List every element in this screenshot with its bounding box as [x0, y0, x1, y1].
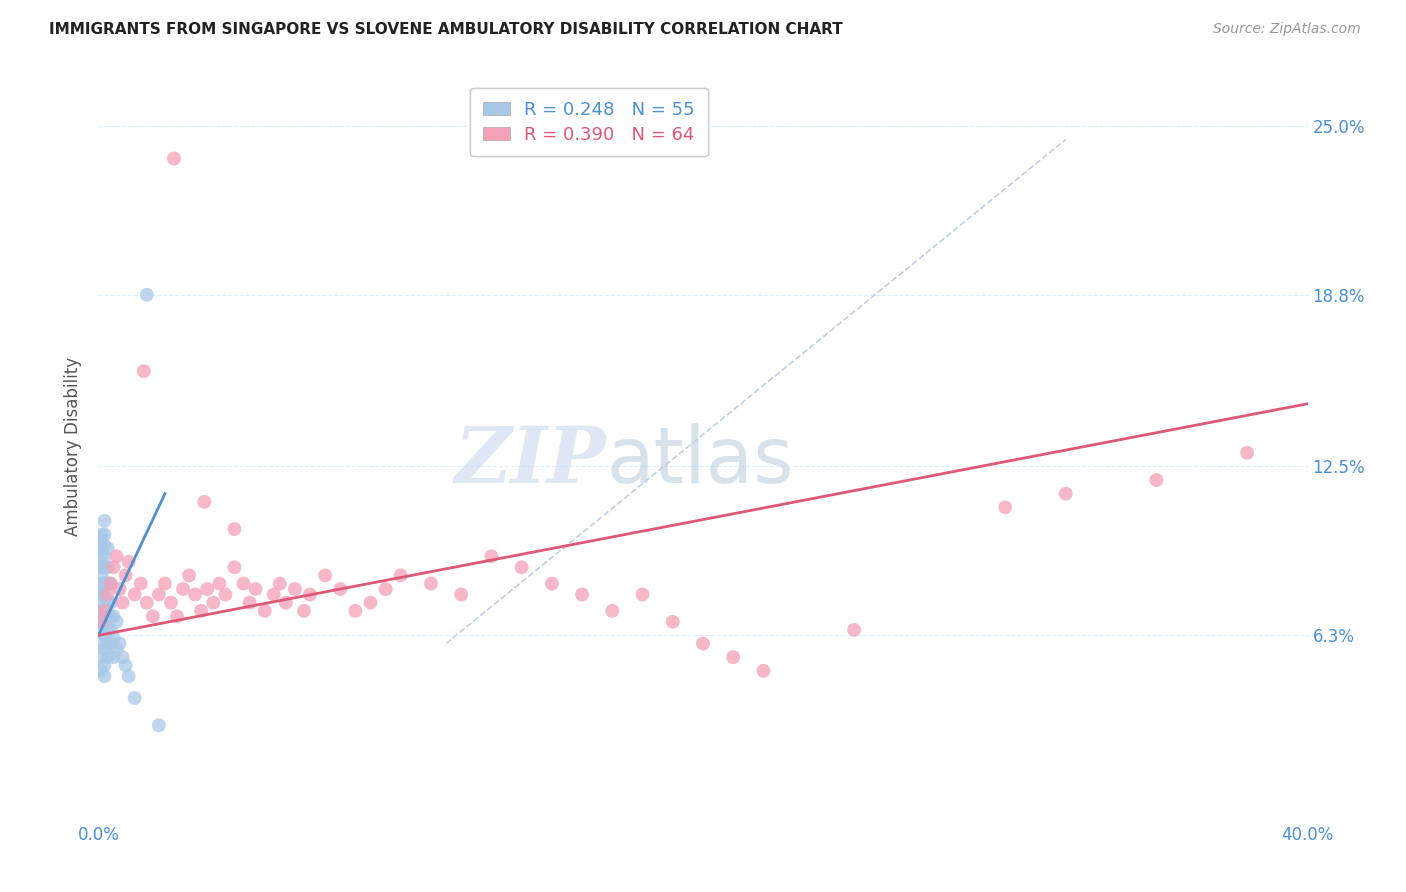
Point: [93, 576, 115, 591]
Point: [172, 582, 194, 596]
Point: [184, 587, 207, 601]
Point: [90, 541, 112, 556]
Point: [481, 549, 503, 564]
Point: [631, 587, 654, 601]
Point: [96, 609, 118, 624]
Point: [90, 609, 112, 624]
Point: [1054, 486, 1077, 500]
Point: [723, 650, 745, 665]
Point: [190, 604, 212, 618]
Point: [994, 500, 1017, 515]
Point: [224, 560, 246, 574]
Point: [299, 587, 322, 601]
Point: [374, 582, 396, 596]
Point: [96, 560, 118, 574]
Point: [90, 576, 112, 591]
Point: [129, 576, 152, 591]
Point: [193, 495, 215, 509]
Point: [90, 636, 112, 650]
Point: [93, 560, 115, 574]
Point: [245, 582, 267, 596]
Point: [105, 549, 128, 564]
Point: [1236, 446, 1258, 460]
Point: [148, 718, 170, 732]
Point: [90, 615, 112, 629]
Point: [269, 576, 291, 591]
Point: [93, 601, 115, 615]
Point: [540, 576, 562, 591]
Point: [160, 596, 183, 610]
Point: [274, 596, 297, 610]
Point: [118, 669, 141, 683]
Point: [284, 582, 307, 596]
Point: [90, 604, 112, 618]
Point: [179, 568, 201, 582]
Point: [90, 650, 112, 665]
Point: [90, 527, 112, 541]
Point: [90, 560, 112, 574]
Point: [90, 623, 112, 637]
Point: [153, 576, 176, 591]
Point: [93, 642, 115, 657]
Point: [108, 636, 131, 650]
Point: [360, 596, 382, 610]
Text: IMMIGRANTS FROM SINGAPORE VS SLOVENE AMBULATORY DISABILITY CORRELATION CHART: IMMIGRANTS FROM SINGAPORE VS SLOVENE AMB…: [49, 22, 844, 37]
Point: [844, 623, 866, 637]
Point: [90, 549, 112, 564]
Point: [118, 555, 141, 569]
Point: [602, 604, 624, 618]
Text: Source: ZipAtlas.com: Source: ZipAtlas.com: [1213, 22, 1361, 37]
Text: atlas: atlas: [606, 423, 794, 499]
Point: [96, 576, 118, 591]
Point: [93, 538, 115, 552]
Point: [329, 582, 352, 596]
Point: [105, 615, 128, 629]
Point: [661, 615, 683, 629]
Point: [135, 596, 157, 610]
Point: [105, 642, 128, 657]
Point: [90, 596, 112, 610]
Point: [752, 664, 775, 678]
Point: [239, 596, 262, 610]
Point: [163, 152, 186, 166]
Point: [314, 568, 336, 582]
Point: [90, 568, 112, 582]
Point: [103, 650, 125, 665]
Point: [510, 560, 533, 574]
Point: [90, 533, 112, 547]
Point: [96, 650, 118, 665]
Point: [100, 576, 122, 591]
Point: [135, 287, 157, 301]
Point: [93, 658, 115, 673]
Point: [90, 582, 112, 596]
Point: [93, 587, 115, 601]
Point: [100, 596, 122, 610]
Point: [93, 527, 115, 541]
Point: [253, 604, 276, 618]
Point: [93, 615, 115, 629]
Point: [389, 568, 412, 582]
Point: [224, 522, 246, 536]
Point: [93, 669, 115, 683]
Point: [103, 631, 125, 645]
Point: [124, 587, 146, 601]
Point: [100, 576, 122, 591]
Point: [571, 587, 593, 601]
Point: [195, 582, 218, 596]
Point: [450, 587, 472, 601]
Point: [96, 587, 118, 601]
Point: [142, 609, 165, 624]
Point: [208, 576, 231, 591]
Point: [100, 623, 122, 637]
Point: [214, 587, 236, 601]
Point: [103, 560, 125, 574]
Legend: R = 0.248   N = 55, R = 0.390   N = 64: R = 0.248 N = 55, R = 0.390 N = 64: [470, 88, 707, 156]
Point: [202, 596, 225, 610]
Point: [344, 604, 367, 618]
Point: [232, 576, 254, 591]
Point: [263, 587, 285, 601]
Point: [90, 587, 112, 601]
Point: [103, 609, 125, 624]
Point: [96, 596, 118, 610]
